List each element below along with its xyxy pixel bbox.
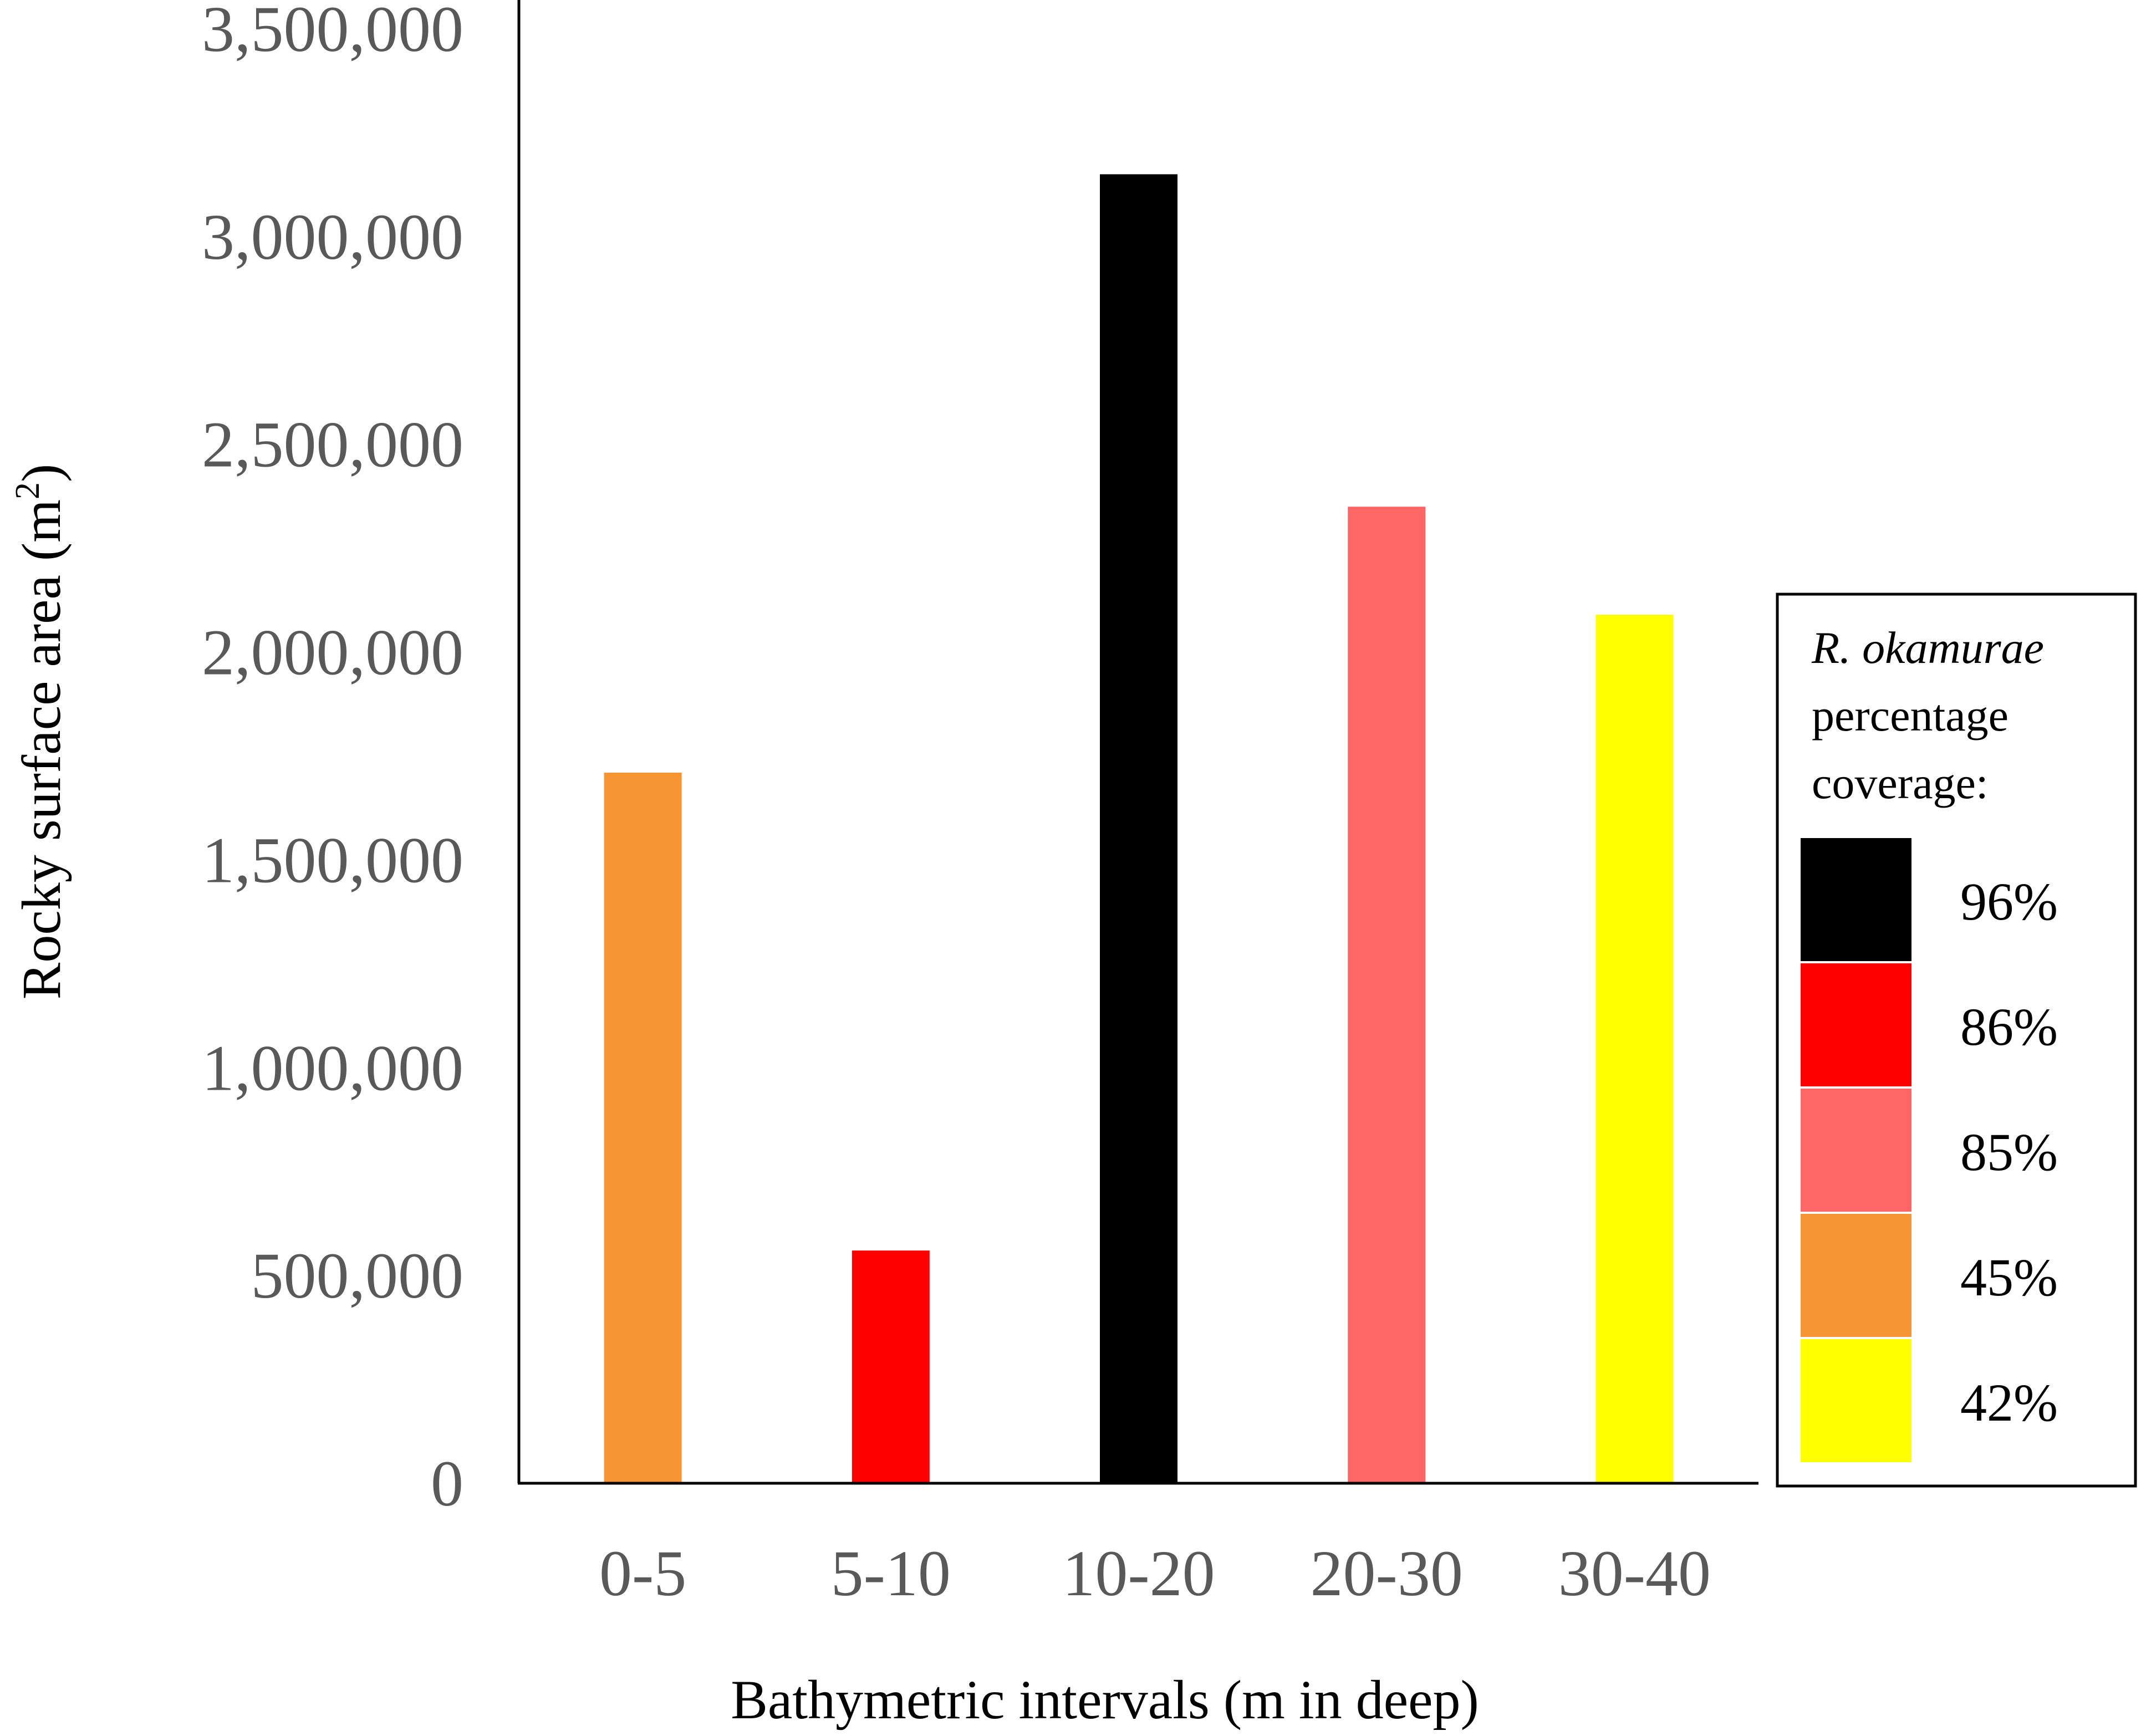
y-axis-title-main: Rocky surface area (m [11,499,72,999]
bar-0-5 [604,772,682,1483]
x-tick-label: 0-5 [599,1537,686,1610]
legend-entries: 96% 86% 85% 45% 42% [1801,838,2058,1462]
y-axis-title: Rocky surface area (m2) [9,464,72,1000]
legend-title-percentage: percentage [1812,690,2009,741]
legend-swatch [1801,963,1911,1086]
y-tick-label: 1,000,000 [202,1032,463,1104]
bars-layer [604,174,1674,1484]
bar-5-10 [852,1250,930,1483]
legend-swatch [1801,1339,1911,1462]
y-axis-title-superscript: 2 [9,482,47,499]
legend-label: 45% [1960,1248,2058,1307]
y-tick-labels: 0 500,000 1,000,000 1,500,000 2,000,000 2,500… [202,0,463,1520]
legend-swatch [1801,838,1911,961]
legend-label: 85% [1960,1122,2058,1182]
legend: R. okamurae percentage coverage: 96% 86% 8… [1776,593,2137,1488]
y-tick-label: 0 [431,1447,463,1520]
legend-swatch [1801,1214,1911,1337]
y-tick-label: 3,500,000 [202,0,463,65]
x-tick-labels: 0-5 5-10 10-20 20-30 30-40 [599,1537,1711,1610]
x-tick-label: 5-10 [831,1537,951,1610]
y-tick-label: 3,000,000 [202,201,463,273]
x-tick-label: 30-40 [1558,1537,1711,1610]
y-tick-label: 1,500,000 [202,824,463,896]
y-axis-title-end: ) [11,464,72,482]
bar-20-30 [1348,507,1426,1484]
y-tick-label: 500,000 [251,1239,464,1312]
y-tick-label: 2,500,000 [202,409,463,481]
legend-title-coverage: coverage: [1812,758,1989,808]
bar-30-40 [1595,615,1674,1483]
legend-label: 42% [1960,1373,2058,1432]
legend-label: 86% [1960,997,2058,1056]
x-tick-label: 20-30 [1311,1537,1463,1610]
y-tick-label: 2,000,000 [202,616,463,689]
bar-10-20 [1100,174,1177,1484]
x-tick-label: 10-20 [1062,1537,1215,1610]
x-axis-title: Bathymetric intervals (m in deep) [731,1669,1479,1730]
legend-swatch [1801,1089,1911,1212]
legend-title-species: R. okamurae [1811,622,2044,673]
legend-label: 96% [1960,872,2058,931]
